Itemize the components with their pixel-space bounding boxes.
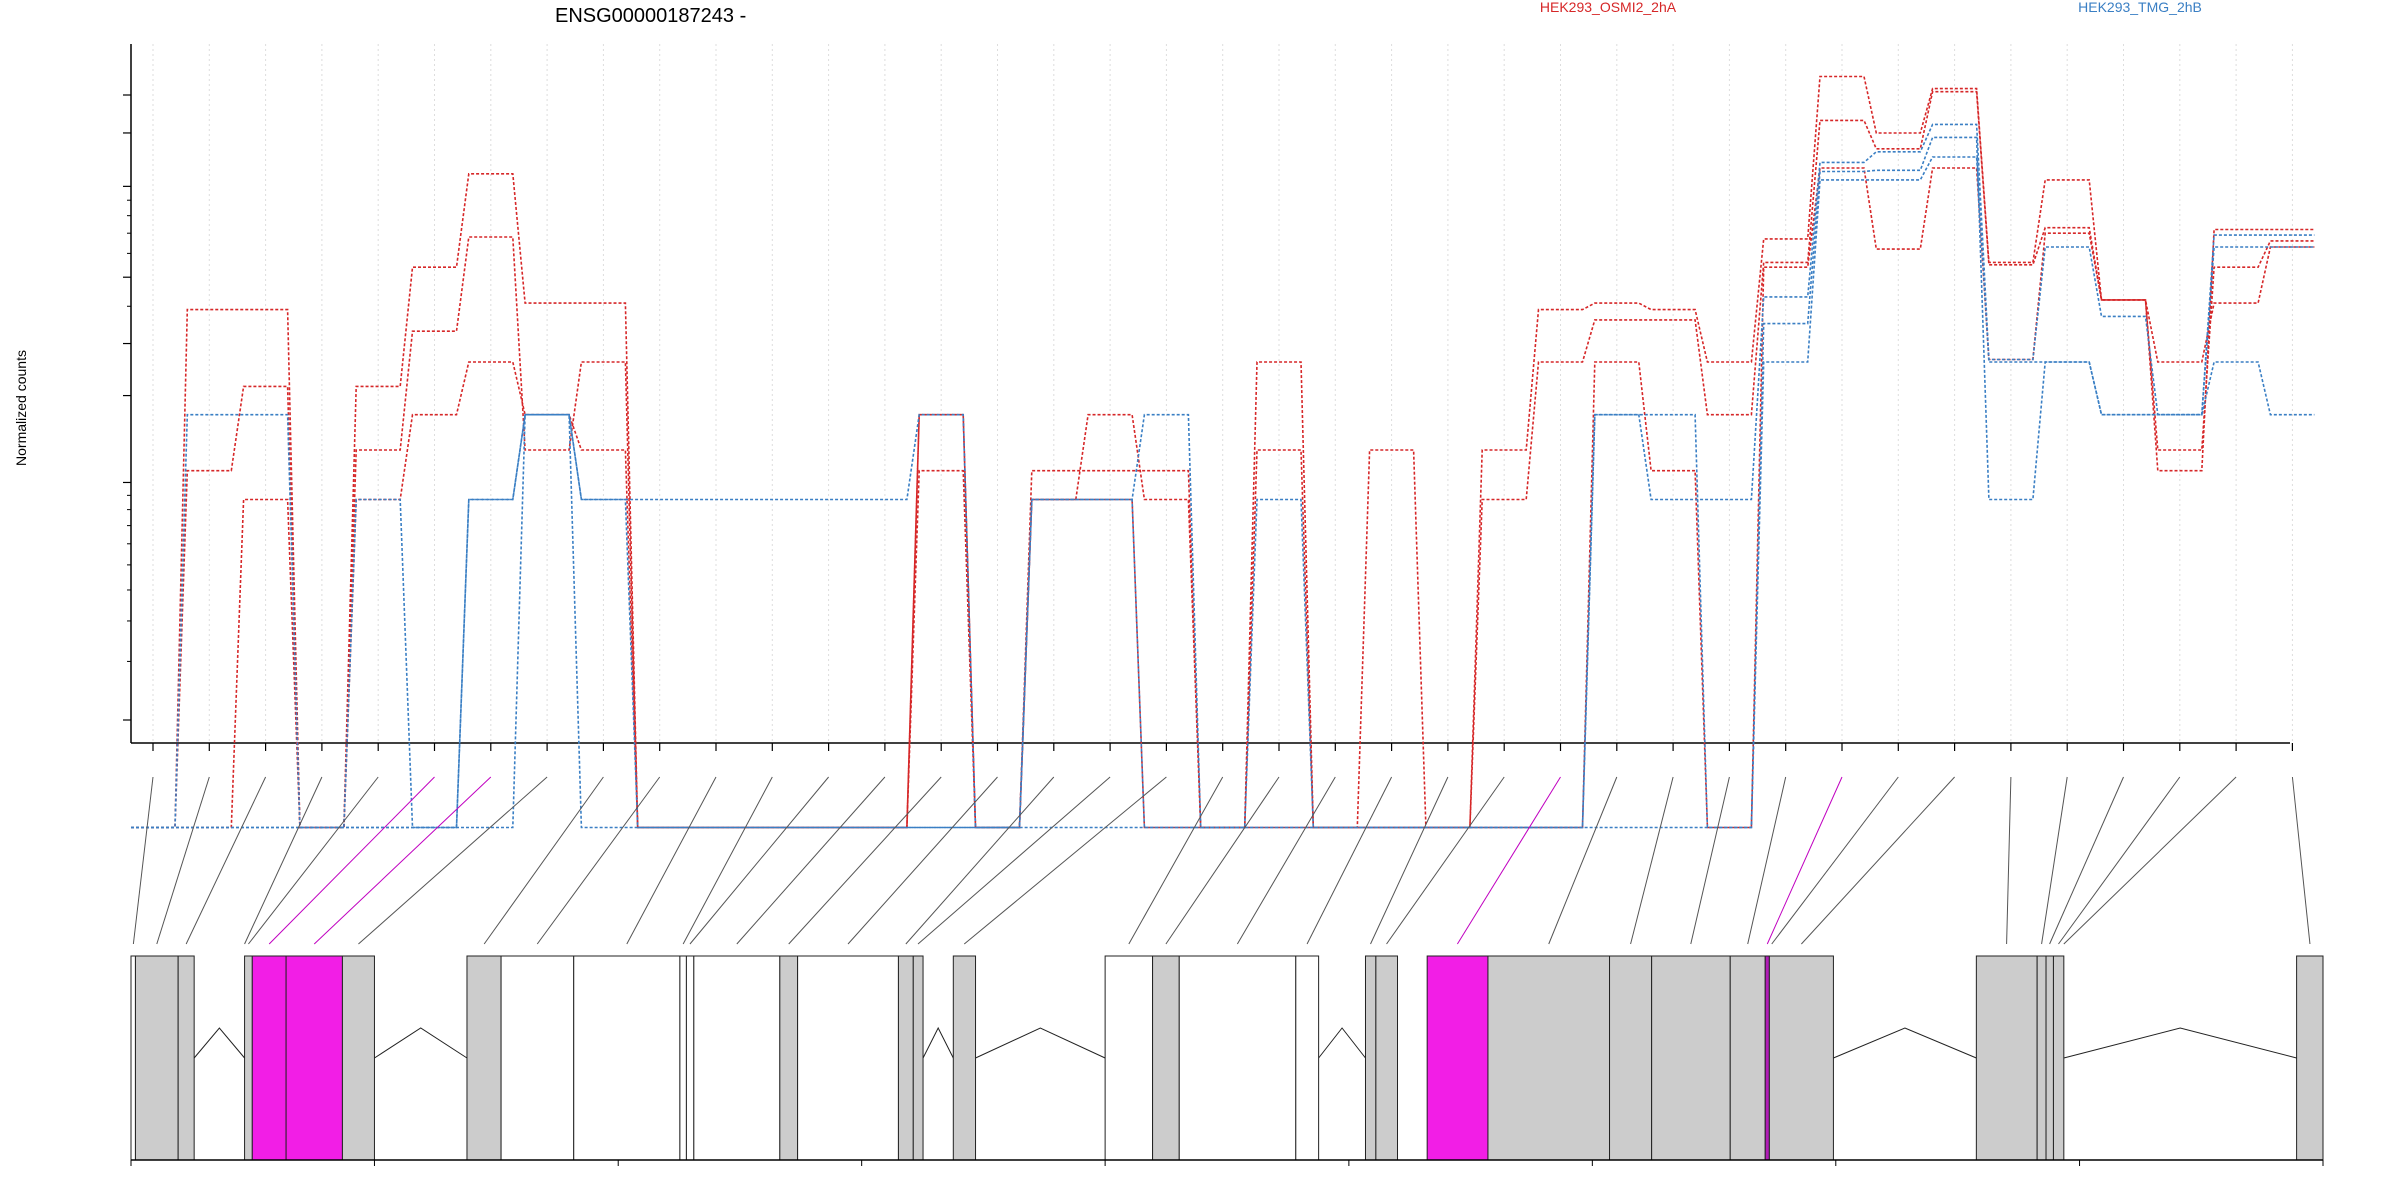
exon-block-27 — [1609, 955, 1653, 1161]
connector-e007 — [313, 776, 492, 945]
gene-model — [130, 955, 2324, 1161]
exon-block-35 — [2052, 955, 2065, 1161]
exon-block-24 — [1375, 955, 1399, 1161]
connector-e038 — [2063, 776, 2237, 945]
intron-1 — [193, 1027, 245, 1059]
connector-e032 — [1771, 776, 1899, 945]
connector-e036 — [2049, 776, 2124, 945]
intron-5 — [1318, 1027, 1366, 1059]
exon-block-1 — [130, 955, 136, 1161]
intron-4 — [975, 1027, 1106, 1059]
exon-block-6 — [285, 955, 343, 1161]
connector-e014 — [736, 776, 886, 945]
connector-e001 — [132, 776, 154, 945]
connector-e031 — [1766, 776, 1843, 945]
connector-e039 — [2291, 776, 2311, 945]
exon-block-32 — [1975, 955, 2038, 1161]
connector-e018 — [917, 776, 1111, 945]
connector-e022 — [1236, 776, 1336, 945]
exon-block-26 — [1487, 955, 1611, 1161]
connector-e019 — [963, 776, 1167, 945]
connector-e023 — [1306, 776, 1393, 945]
connector-e021 — [1165, 776, 1280, 945]
exon-block-12 — [685, 955, 695, 1161]
connector-e004 — [244, 776, 323, 945]
exon-block-23 — [1364, 955, 1377, 1161]
connector-e027 — [1548, 776, 1618, 945]
exon-block-36 — [2296, 955, 2324, 1161]
connector-e020 — [1128, 776, 1224, 945]
exon-block-33 — [2036, 955, 2047, 1161]
exon-block-22 — [1295, 955, 1320, 1161]
legend-entry-osmi2: HEK293_OSMI2_2hA — [1540, 0, 1677, 15]
exon-block-15 — [797, 955, 899, 1161]
exon-block-3 — [177, 955, 195, 1161]
exon-block-14 — [779, 955, 799, 1161]
connector-e028 — [1630, 776, 1674, 945]
exon-block-25 — [1426, 955, 1489, 1161]
connector-e008 — [358, 776, 548, 945]
legend-entry-tmg: HEK293_TMG_2hB — [2078, 0, 2202, 15]
grid-lines — [152, 44, 2293, 743]
exon-block-16 — [897, 955, 914, 1161]
exon-block-13 — [693, 955, 781, 1161]
connector-e013 — [689, 776, 829, 945]
connector-e009 — [483, 776, 604, 945]
series-line-5 — [131, 136, 2315, 829]
exon-block-5 — [251, 955, 287, 1161]
exon-block-4 — [244, 955, 253, 1161]
exon-block-28 — [1651, 955, 1731, 1161]
y-axis-label: Normalized counts — [13, 350, 29, 466]
connector-e025 — [1386, 776, 1505, 945]
exon-block-10 — [573, 955, 681, 1161]
connector-e026 — [1456, 776, 1561, 945]
exon-block-11 — [679, 955, 687, 1161]
intron-3 — [922, 1026, 954, 1059]
exon-block-2 — [134, 955, 179, 1161]
exon-block-7 — [341, 955, 375, 1161]
connector-e003 — [185, 776, 267, 945]
series-line-3 — [131, 167, 2315, 829]
exon-block-34 — [2045, 955, 2054, 1161]
exon-block-30 — [1764, 955, 1770, 1161]
series-line-6 — [131, 156, 2315, 829]
connector-e030 — [1747, 776, 1787, 945]
connector-e005 — [248, 776, 379, 945]
connector-e016 — [847, 776, 998, 945]
exon-block-8 — [466, 955, 502, 1161]
connector-e033 — [1801, 776, 1955, 945]
exon-block-20 — [1152, 955, 1180, 1161]
exon-block-9 — [500, 955, 575, 1161]
exon-connector-lines — [132, 776, 2311, 945]
connector-e002 — [156, 776, 210, 945]
genomic-axis — [130, 1159, 2324, 1166]
axes — [123, 44, 2293, 751]
connector-e006 — [268, 776, 435, 945]
connector-e010 — [536, 776, 661, 945]
exon-block-17 — [912, 955, 924, 1161]
chart-title: ENSG00000187243 - — [555, 5, 746, 27]
exon-block-19 — [1104, 955, 1154, 1161]
intron-2 — [374, 1027, 468, 1059]
connector-e017 — [905, 776, 1055, 945]
connector-e029 — [1690, 776, 1730, 945]
connector-e024 — [1370, 776, 1449, 945]
exon-block-31 — [1768, 955, 1834, 1161]
exon-block-21 — [1178, 955, 1297, 1161]
connector-e011 — [626, 776, 717, 945]
connector-e034 — [2006, 776, 2012, 945]
series-lines — [131, 75, 2315, 829]
exon-block-18 — [952, 955, 977, 1161]
intron-7 — [2063, 1027, 2297, 1059]
series-line-2 — [131, 90, 2315, 829]
connector-e037 — [2058, 776, 2181, 945]
connector-e035 — [2041, 776, 2068, 945]
connector-e015 — [788, 776, 942, 945]
exon-block-29 — [1729, 955, 1766, 1161]
intron-6 — [1833, 1027, 1977, 1059]
connector-e012 — [682, 776, 773, 945]
